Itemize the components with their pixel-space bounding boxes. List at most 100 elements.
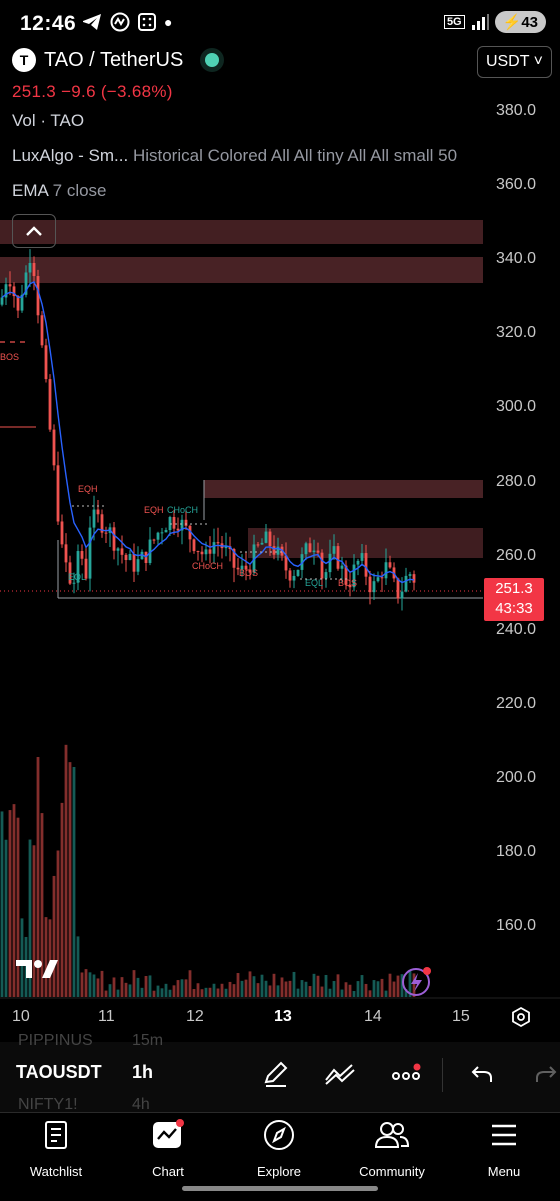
volume-bar <box>32 845 36 997</box>
candle-body <box>176 528 180 531</box>
candle-body <box>8 284 12 287</box>
order-block-zone <box>0 220 483 244</box>
volume-bar <box>284 981 288 997</box>
redo-icon <box>536 1066 557 1082</box>
price-change: 251.3 −9.6 (−3.68%) <box>12 82 173 101</box>
volume-bar <box>380 978 384 997</box>
volume-bar <box>8 810 12 997</box>
volume-bar <box>396 975 400 997</box>
volume-bar <box>252 976 256 997</box>
candle-body <box>236 567 240 570</box>
volume-bar <box>116 989 120 997</box>
chart-settings-button[interactable] <box>510 1006 532 1033</box>
indicators-button[interactable] <box>322 1056 358 1092</box>
watchlist-icon <box>45 1121 67 1149</box>
pencil-icon <box>264 1061 288 1087</box>
luxalgo-indicator-label[interactable]: LuxAlgo - Sm... Historical Colored All A… <box>12 146 482 166</box>
volume-bar <box>16 817 20 997</box>
nav-explore[interactable]: Explore <box>229 1118 329 1179</box>
time-axis-tick: 12 <box>186 1008 204 1025</box>
candle-body <box>80 551 84 559</box>
volume-bar <box>96 978 100 997</box>
volume-bar <box>40 813 44 997</box>
nav-menu[interactable]: Menu <box>454 1118 554 1179</box>
collapse-indicators-button[interactable] <box>12 214 56 248</box>
volume-bar <box>208 987 212 997</box>
volume-bar <box>332 981 336 997</box>
volume-bar <box>404 989 408 997</box>
candle-body <box>208 549 212 554</box>
undo-button[interactable] <box>464 1056 500 1092</box>
candle-body <box>256 544 260 546</box>
ema-indicator-label[interactable]: EMA 7 close <box>12 181 107 201</box>
battery-level: 43 <box>521 14 538 31</box>
last-price: 251.3 <box>495 580 533 597</box>
candle-body <box>308 543 312 553</box>
volume-bar <box>148 975 152 997</box>
volume-bar <box>320 986 324 997</box>
volume-bar <box>232 984 236 997</box>
volume-bar <box>200 989 204 997</box>
current-ticker[interactable]: TAOUSDT <box>16 1062 102 1082</box>
network-type-label: 5G <box>443 15 465 29</box>
candle-body <box>72 582 76 584</box>
next-ticker[interactable]: NIFTY1! <box>18 1096 78 1113</box>
candle-body <box>412 574 416 583</box>
volume-bar <box>328 988 332 997</box>
volume-bar <box>300 980 304 997</box>
nav-community[interactable]: Community <box>342 1118 442 1179</box>
candle-body <box>288 570 292 581</box>
tradingview-logo-icon <box>16 960 58 978</box>
candle-body <box>20 294 24 311</box>
volume-bar <box>364 983 368 997</box>
price-axis-tick: 360.0 <box>496 176 537 194</box>
lightning-button-icon[interactable] <box>402 967 431 996</box>
candle-body <box>124 554 128 560</box>
volume-bar <box>228 981 232 997</box>
nav-community-label: Community <box>359 1164 425 1179</box>
volume-bar <box>20 918 24 997</box>
volume-bar <box>256 983 260 997</box>
home-indicator[interactable] <box>182 1186 378 1191</box>
volume-bar <box>56 850 60 997</box>
candle-body <box>284 555 288 571</box>
telegram-icon <box>83 14 101 30</box>
candle-body <box>92 509 96 528</box>
volume-bar <box>84 969 88 997</box>
candle-body <box>76 551 80 583</box>
volume-bar <box>48 919 52 997</box>
candle-body <box>112 527 116 551</box>
symbol-title[interactable]: TAO / TetherUS <box>44 48 184 71</box>
previous-interval[interactable]: 15m <box>132 1032 164 1049</box>
currency-selector-button[interactable]: USDT ˅ <box>476 46 552 78</box>
volume-bar <box>384 990 388 997</box>
volume-bar <box>392 981 396 997</box>
next-interval[interactable]: 4h <box>132 1096 150 1113</box>
volume-indicator-label[interactable]: Vol · TAO <box>12 111 85 130</box>
candle-body <box>336 546 340 569</box>
volume-bar <box>348 984 352 997</box>
volume-bar <box>240 980 244 997</box>
candle-body <box>388 562 392 568</box>
candle-body <box>148 539 152 564</box>
nav-chart[interactable]: Chart <box>118 1118 218 1179</box>
candle-body <box>372 581 376 593</box>
more-tools-button[interactable] <box>388 1056 424 1092</box>
volume-bar <box>172 985 176 997</box>
drawing-tool-button[interactable] <box>258 1056 294 1092</box>
previous-ticker[interactable]: PIPPINUS <box>18 1032 93 1049</box>
candle-body <box>320 552 324 579</box>
candle-body <box>364 553 368 577</box>
symbol-logo: T <box>12 48 36 72</box>
candle-body <box>12 286 16 297</box>
symbol-header[interactable]: T TAO / TetherUS <box>12 48 220 72</box>
candle-body <box>132 554 136 572</box>
app-notification-icon <box>110 12 130 32</box>
redo-button[interactable] <box>528 1056 560 1092</box>
price-axis-tick: 300.0 <box>496 398 537 416</box>
current-interval[interactable]: 1h <box>132 1062 154 1082</box>
time-axis-tick: 10 <box>12 1008 30 1025</box>
nav-watchlist[interactable]: Watchlist <box>6 1118 106 1179</box>
candle-body <box>396 578 400 599</box>
